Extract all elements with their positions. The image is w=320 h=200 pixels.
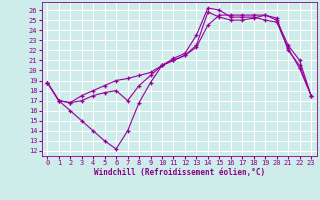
X-axis label: Windchill (Refroidissement éolien,°C): Windchill (Refroidissement éolien,°C) xyxy=(94,168,265,177)
